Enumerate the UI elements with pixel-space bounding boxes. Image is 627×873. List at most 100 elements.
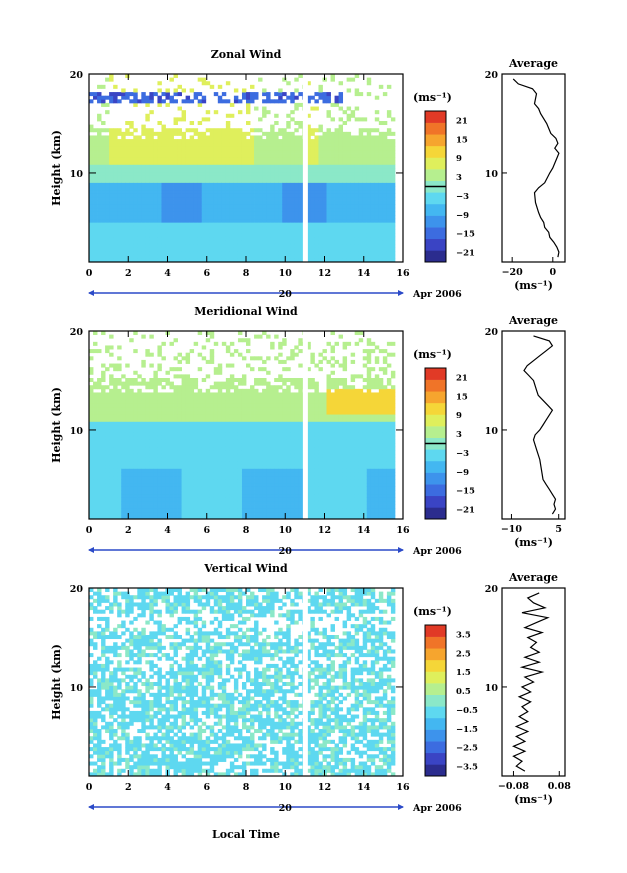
- heat-cell: [250, 196, 255, 201]
- heat-cell: [169, 135, 174, 140]
- heat-cell: [326, 92, 331, 97]
- heat-cell: [298, 193, 303, 198]
- heat-cell: [274, 99, 279, 104]
- heat-cell: [169, 341, 174, 346]
- heat-cell: [133, 95, 138, 100]
- heat-cell: [153, 142, 158, 147]
- heat-cell: [177, 117, 182, 122]
- heat-cell: [286, 193, 291, 198]
- heat-cell: [105, 410, 110, 415]
- heat-cell: [113, 149, 118, 154]
- heat-cell: [274, 164, 279, 169]
- heat-cell: [149, 142, 154, 147]
- heat-cell: [290, 186, 295, 191]
- heat-cell: [225, 497, 231, 502]
- heat-cell: [217, 461, 223, 466]
- heat-cell: [306, 178, 311, 183]
- heat-cell: [193, 475, 199, 480]
- heat-cell: [173, 410, 178, 415]
- heat-cell: [93, 225, 98, 230]
- heat-cell: [173, 374, 178, 379]
- heat-cell: [169, 233, 174, 238]
- heat-cell: [161, 207, 166, 212]
- heat-cell: [350, 243, 356, 248]
- heat-cell: [237, 378, 243, 383]
- heat-cell: [189, 493, 195, 498]
- heat-cell: [225, 229, 231, 234]
- heat-cell: [378, 233, 384, 238]
- heat-cell: [306, 229, 311, 234]
- heat-cell: [358, 142, 364, 147]
- heat-cell: [362, 251, 368, 256]
- heat-cell: [101, 135, 106, 140]
- heat-cell: [153, 247, 158, 252]
- heat-cell: [165, 508, 170, 513]
- heat-cell: [254, 497, 259, 502]
- heat-cell: [89, 493, 94, 498]
- heat-cell: [173, 99, 178, 104]
- heat-cell: [225, 403, 231, 408]
- heat-cell: [205, 186, 211, 191]
- heat-cell: [121, 211, 126, 216]
- heat-cell: [229, 399, 235, 404]
- heat-cell: [294, 229, 299, 234]
- heat-cell: [262, 508, 267, 513]
- heat-cell: [258, 142, 263, 147]
- heat-cell: [129, 406, 134, 411]
- heat-cell: [205, 189, 211, 194]
- heat-cell: [117, 367, 122, 372]
- heat-cell: [358, 139, 364, 144]
- heat-cell: [93, 229, 98, 234]
- heat-cell: [157, 164, 162, 169]
- heat-cell: [153, 258, 158, 263]
- heat-cell: [141, 175, 146, 180]
- heat-cell: [342, 175, 348, 180]
- heat-cell: [161, 479, 166, 484]
- heat-cell: [358, 157, 364, 162]
- heat-cell: [282, 229, 287, 234]
- heat-cell: [97, 439, 102, 444]
- heat-cell: [322, 207, 327, 212]
- heat-cell: [97, 135, 102, 140]
- heat-cell: [366, 243, 372, 248]
- heat-cell: [254, 428, 259, 433]
- heat-cell: [213, 207, 219, 212]
- heat-cell: [246, 142, 251, 147]
- heat-cell: [109, 468, 114, 473]
- heat-cell: [266, 207, 271, 212]
- heat-cell: [278, 215, 283, 220]
- heat-cell: [221, 200, 227, 205]
- heat-cell: [342, 229, 348, 234]
- heat-cell: [270, 392, 275, 397]
- heat-cell: [173, 175, 178, 180]
- heat-cell: [258, 367, 263, 372]
- heat-cell: [101, 392, 106, 397]
- heat-cell: [282, 200, 287, 205]
- heat-cell: [173, 453, 178, 458]
- heat-cell: [201, 482, 207, 487]
- heat-cell: [101, 399, 106, 404]
- heat-cell: [181, 254, 187, 259]
- heat-cell: [201, 254, 207, 259]
- heat-cell: [334, 189, 339, 194]
- heat-cell: [229, 222, 235, 227]
- heat-cell: [149, 218, 154, 223]
- heat-cell: [262, 500, 267, 505]
- heat-cell: [89, 149, 94, 154]
- heat-cell: [113, 215, 118, 220]
- heat-cell: [378, 175, 384, 180]
- heat-cell: [282, 153, 287, 158]
- heat-cell: [225, 142, 231, 147]
- heat-cell: [246, 222, 251, 227]
- heat-cell: [270, 128, 275, 133]
- heat-cell: [121, 396, 126, 401]
- heat-cell: [149, 421, 154, 426]
- heat-cell: [322, 240, 327, 245]
- heat-cell: [225, 421, 231, 426]
- heat-cell: [366, 207, 372, 212]
- heat-cell: [205, 81, 211, 86]
- heat-cell: [193, 146, 199, 151]
- heat-cell: [278, 99, 283, 104]
- heat-cell: [250, 439, 255, 444]
- heat-cell: [133, 207, 138, 212]
